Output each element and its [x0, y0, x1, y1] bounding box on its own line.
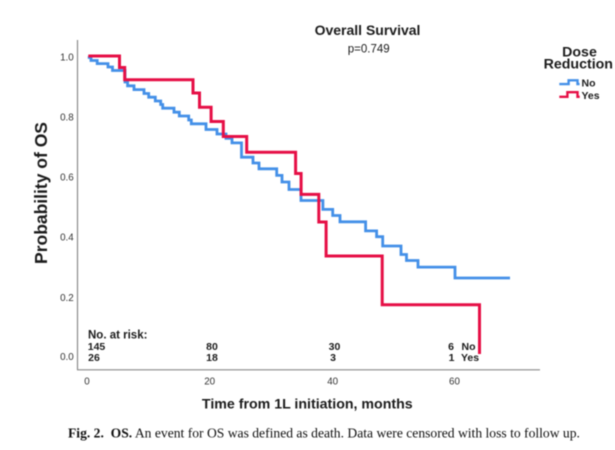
- svg-text:0.8: 0.8: [60, 113, 74, 124]
- svg-text:40: 40: [327, 377, 338, 388]
- svg-text:Overall Survival: Overall Survival: [315, 22, 421, 38]
- svg-text:Dose: Dose: [562, 45, 597, 61]
- svg-text:60: 60: [449, 377, 460, 388]
- svg-text:p=0.749: p=0.749: [348, 44, 390, 56]
- svg-text:Time from 1L initiation, month: Time from 1L initiation, months: [202, 397, 413, 413]
- svg-text:0.6: 0.6: [60, 173, 74, 184]
- svg-text:Yes: Yes: [582, 90, 600, 102]
- svg-text:0: 0: [84, 377, 90, 388]
- svg-text:0.0: 0.0: [60, 352, 74, 363]
- svg-text:1.0: 1.0: [60, 52, 74, 63]
- svg-text:No. at risk:: No. at risk:: [88, 330, 147, 342]
- svg-text:0.4: 0.4: [60, 233, 74, 244]
- svg-text:Probability of OS: Probability of OS: [31, 122, 51, 264]
- svg-text:No: No: [582, 78, 596, 90]
- svg-text:Fig. 2. OS. An event for OS w: Fig. 2. OS. An event for OS was defined …: [68, 426, 580, 441]
- svg-text:20: 20: [204, 377, 215, 388]
- svg-text:0.2: 0.2: [60, 293, 74, 304]
- svg-text:Reduction: Reduction: [544, 56, 613, 72]
